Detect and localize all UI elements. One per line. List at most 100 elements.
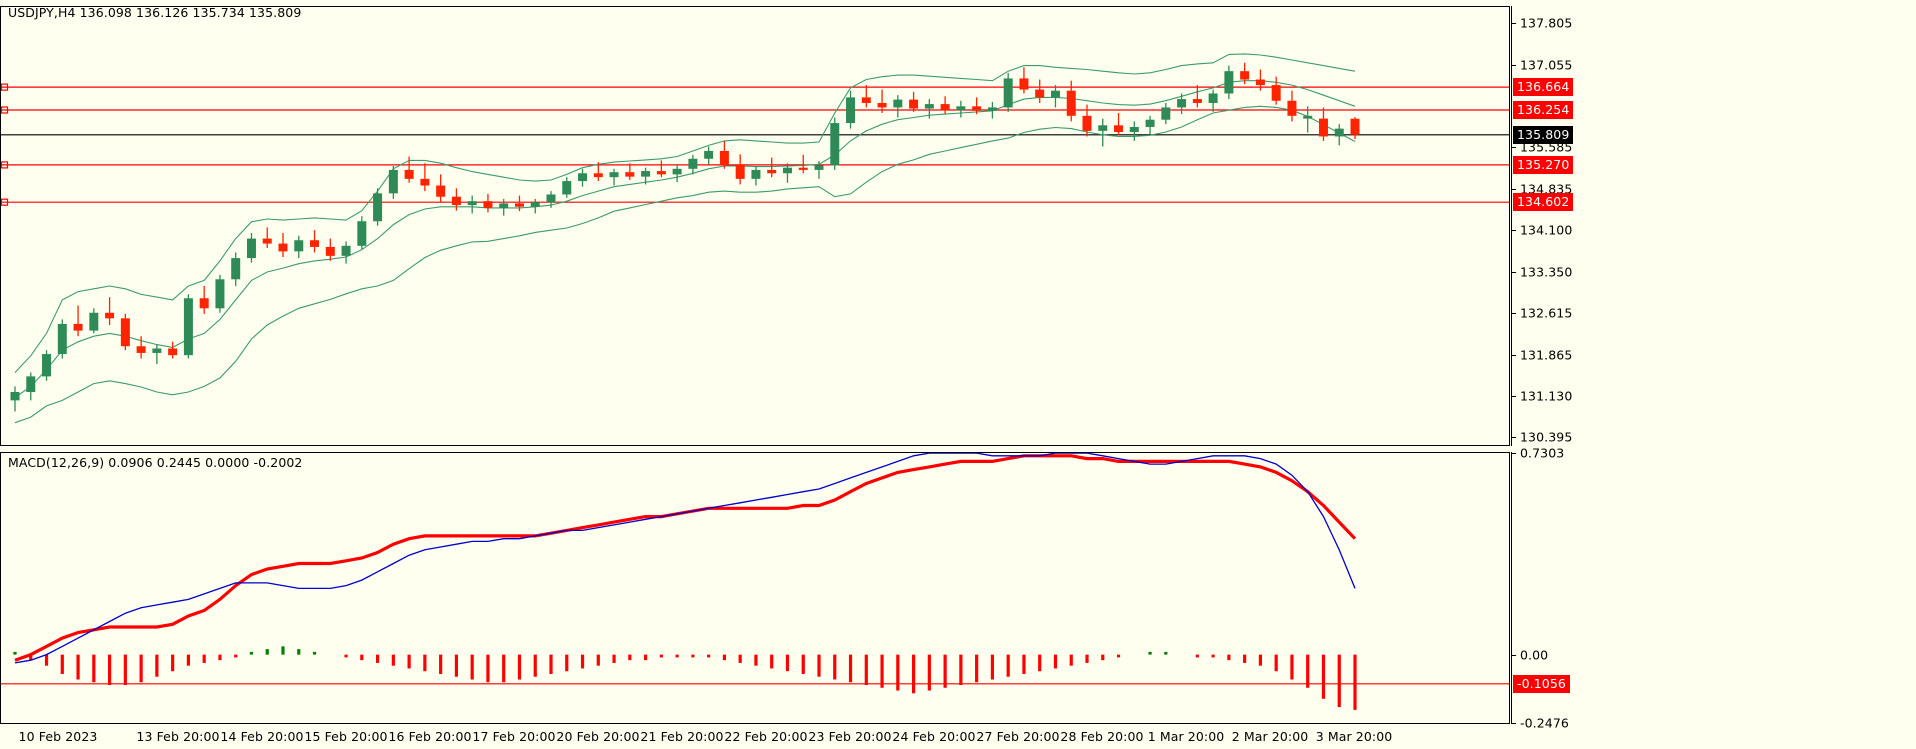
axis-tick <box>1511 436 1516 438</box>
candlestick <box>562 177 572 198</box>
candlestick <box>120 313 130 351</box>
candlestick <box>357 216 367 250</box>
candlestick <box>1050 85 1060 108</box>
candlestick <box>451 188 461 211</box>
indicator-line <box>14 53 1356 373</box>
indicator-line <box>14 454 1357 662</box>
axis-label: 130.395 <box>1520 429 1573 445</box>
current-price-badge[interactable]: 135.809 <box>1513 125 1574 144</box>
candlestick <box>972 97 982 115</box>
time-axis-label: 17 Feb 20:00 <box>472 729 556 744</box>
price-chart-panel[interactable] <box>0 6 1510 446</box>
candlestick <box>546 191 556 208</box>
candlestick <box>578 168 588 187</box>
candlestick <box>1098 118 1108 147</box>
axis-label: 135.585 <box>1520 139 1573 155</box>
level-price-badge[interactable]: 136.254 <box>1513 100 1574 119</box>
indicator-line <box>14 453 1356 664</box>
axis-label: 133.350 <box>1520 264 1573 280</box>
candlestick <box>1255 69 1265 91</box>
axis-tick <box>1511 453 1516 454</box>
level-price-badge[interactable]: 134.602 <box>1513 193 1574 212</box>
level-handle[interactable] <box>1 106 9 114</box>
candlestick <box>830 117 840 170</box>
candlestick <box>26 372 36 401</box>
macd-title: MACD(12,26,9) 0.0906 0.2445 0.0000 -0.20… <box>8 455 303 470</box>
price-axis-spine <box>1511 6 1512 446</box>
level-handle[interactable] <box>1 198 9 206</box>
candlestick <box>1114 113 1124 136</box>
candlestick <box>1035 79 1045 103</box>
candlestick <box>1019 67 1029 94</box>
candlestick <box>89 308 99 334</box>
candlestick <box>956 100 966 118</box>
axis-tick <box>1511 23 1516 25</box>
axis-label: 134.835 <box>1520 181 1573 197</box>
axis-tick <box>1511 654 1516 656</box>
candlestick <box>893 95 903 118</box>
level-price-badge[interactable]: 136.664 <box>1513 78 1574 97</box>
candlestick <box>530 198 540 214</box>
macd-axis[interactable]: 0.7303 0.00 -0.1056 -0.2476 <box>1511 446 1916 731</box>
time-axis-label: 14 Feb 20:00 <box>220 729 304 744</box>
axis-tick <box>1511 723 1516 724</box>
candlestick <box>168 341 178 359</box>
level-handle[interactable] <box>1 83 9 91</box>
candlestick <box>1129 121 1139 141</box>
candlestick <box>388 166 398 199</box>
axis-tick <box>1511 65 1516 67</box>
axis-label: -0.2476 <box>1520 715 1569 731</box>
candlestick <box>1192 85 1202 108</box>
candlestick <box>514 195 524 212</box>
axis-tick <box>1511 147 1516 149</box>
time-axis-label: 27 Feb 20:00 <box>976 729 1060 744</box>
candlestick <box>688 154 698 175</box>
axis-tick <box>1511 313 1516 315</box>
candlestick <box>1240 62 1250 84</box>
candlestick <box>1003 72 1013 112</box>
candlestick <box>57 319 67 359</box>
axis-label: 137.055 <box>1520 57 1573 73</box>
candlestick <box>341 241 351 264</box>
candlestick <box>499 198 509 216</box>
axis-label: 0.00 <box>1520 647 1549 663</box>
candlestick <box>672 164 682 183</box>
candlestick <box>1208 89 1218 112</box>
time-axis-label: 20 Feb 20:00 <box>556 729 640 744</box>
time-axis-label: 1 Mar 20:00 <box>1147 729 1225 744</box>
candlestick <box>751 166 761 186</box>
candlestick <box>814 160 824 179</box>
macd-indicator-panel[interactable] <box>0 452 1510 724</box>
candlestick <box>420 163 430 192</box>
candlestick <box>641 167 651 185</box>
candlestick <box>1145 115 1155 135</box>
time-axis[interactable]: 10 Feb 2023 13 Feb 20:00 14 Feb 20:00 15 Fe… <box>0 724 1510 749</box>
time-axis-label: 15 Feb 20:00 <box>304 729 388 744</box>
candlestick <box>183 294 193 359</box>
candlestick <box>909 91 919 112</box>
level-price-badge[interactable]: 135.270 <box>1513 155 1574 174</box>
candlestick <box>1334 124 1344 146</box>
axis-label: 131.865 <box>1520 347 1573 363</box>
candlestick <box>1350 117 1360 140</box>
axis-label: 131.130 <box>1520 388 1573 404</box>
price-axis[interactable]: 137.805 137.055 136.664 136.254 135.809 135.5… <box>1511 6 1916 446</box>
axis-tick <box>1511 354 1516 356</box>
axis-label: 137.805 <box>1520 15 1573 31</box>
time-axis-label: 10 Feb 2023 <box>18 729 98 744</box>
candlestick <box>1303 106 1313 133</box>
candlestick <box>73 305 83 337</box>
candlestick <box>199 285 209 314</box>
candlestick <box>782 163 792 183</box>
candlestick <box>231 252 241 286</box>
chart-title: USDJPY,H4 136.098 136.126 135.734 135.80… <box>8 5 302 20</box>
level-handle[interactable] <box>1 161 9 169</box>
time-axis-label: 3 Mar 20:00 <box>1315 729 1393 744</box>
candlestick <box>1066 80 1076 122</box>
candlestick <box>262 227 272 249</box>
level-price-badge[interactable]: -0.1056 <box>1513 674 1570 693</box>
candlestick <box>325 238 335 261</box>
candlestick <box>1318 107 1328 141</box>
candlestick <box>404 156 414 183</box>
